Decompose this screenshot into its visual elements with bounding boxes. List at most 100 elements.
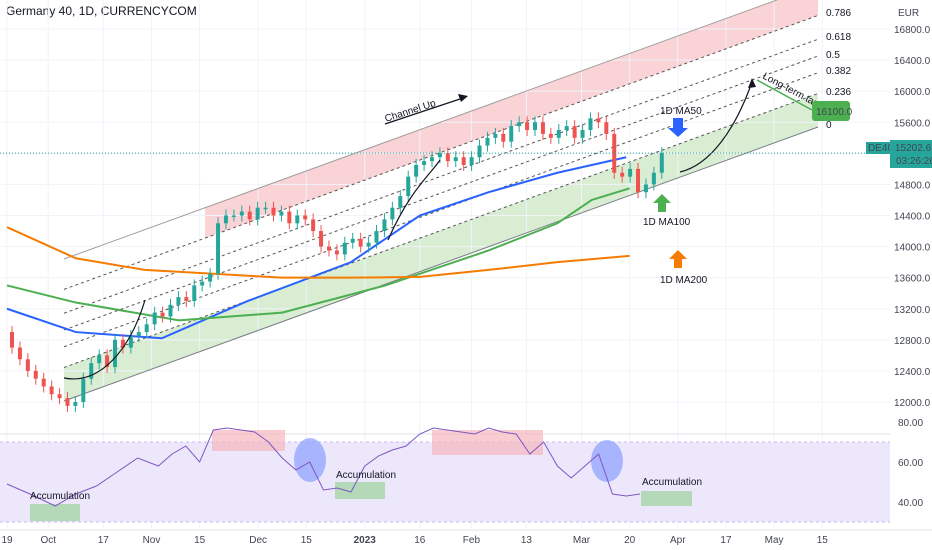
fib-level-line [63,55,819,331]
candle-body [398,196,403,208]
countdown-label: 03:26:26 [896,156,932,167]
channel-label: Channel Up [384,98,438,125]
candle-body [509,126,514,142]
y-tick-label: 16800.0 [894,25,931,36]
x-tick-label: May [765,535,784,546]
candle-body [255,207,260,220]
candle-body [342,242,347,255]
candle-body [319,231,324,247]
candle-body [105,355,110,368]
candle-body [422,161,427,165]
price-axis[interactable] [890,0,932,550]
rsi-highlight-circle [591,440,623,482]
candle-body [517,122,522,127]
candle-body [41,378,46,387]
x-tick-label: Mar [573,535,591,546]
candle-body [493,133,498,138]
candle-body [89,363,94,379]
fib-level-label: 0.236 [826,87,851,98]
candle-body [57,394,62,399]
candle-body [73,402,78,406]
x-tick-label: 15 [194,535,206,546]
x-tick-label: 20 [624,535,636,546]
candle-body [572,126,577,138]
candle-body [469,157,474,165]
candle-body [303,215,308,220]
rsi-accumulation-zone [641,491,692,506]
candle-body [477,145,482,158]
x-tick-label: Oct [40,535,56,546]
y-tick-label: 14800.0 [894,180,931,191]
y-tick-label: 13600.0 [894,274,931,285]
candle-body [231,215,236,217]
candle-body [247,211,252,220]
x-tick-label: 15 [301,535,313,546]
ma200-arrow [669,250,687,268]
accumulation-label: Accumulation [642,477,702,488]
fib-level-label: 0.382 [826,66,851,77]
ma200-annotation: 1D MA200 [660,275,708,286]
chart-title: Germany 40, 1D, CURRENCYCOM [6,4,197,18]
rsi-overbought-zone [432,430,543,455]
candle-body [556,130,561,138]
x-tick-label: 17 [98,535,110,546]
target-price-box [812,101,850,121]
fib-top-zone [205,0,818,239]
price-label: 15202.6 [895,143,932,154]
candle-body [612,133,617,173]
candle-body [350,238,355,243]
rsi-line [6,427,641,507]
candle-body [192,285,197,301]
candle-body [49,386,54,395]
fib-level-line [63,38,819,314]
x-tick-label: 15 [817,535,829,546]
projection-curve [387,159,441,241]
candle-body [160,312,165,317]
rsi-overbought-zone [212,430,285,451]
price-tag [890,140,932,168]
accumulation-label: Accumulation [336,470,396,481]
currency-label: EUR [898,8,919,19]
y-tick-label: 15600.0 [894,118,931,129]
candle-body [485,137,490,146]
candle-body [271,207,276,216]
projection-curve [679,81,753,173]
x-tick-label: 13 [521,535,533,546]
rsi-accumulation-zone [335,482,385,499]
candle-body [374,231,379,243]
y-tick-label: 16400.0 [894,56,931,67]
candle-body [152,312,157,325]
ma100-annotation: 1D MA100 [643,217,691,228]
candle-body [33,370,38,379]
candle-body [200,281,205,286]
x-tick-label: Dec [249,535,267,546]
candle-body [659,153,664,173]
candle-body [10,332,14,348]
rsi-highlight-circle [294,438,326,482]
candle-body [239,211,244,216]
candle-body [287,211,292,224]
rsi-tick-label: 40.00 [898,498,923,509]
candle-body [184,297,189,301]
y-tick-label: 14000.0 [894,243,931,254]
candle-body [390,207,395,220]
series-line-1d-ma50 [6,156,627,340]
y-tick-label: 13200.0 [894,305,931,316]
x-tick-label: 19 [1,535,13,546]
fib-level-label: 0.5 [826,50,840,61]
channel-arrow [384,96,467,125]
candle-body [461,157,466,165]
candle-body [366,242,371,247]
candle-body [382,219,387,232]
candle-body [604,122,609,134]
ma50-annotation: 1D MA50 [660,106,702,117]
target-line [756,79,813,111]
candle-body [334,250,339,255]
candle-body [533,122,538,131]
channel-top-line [63,0,779,260]
candle-body [540,122,545,134]
fib-level-label: 0 [826,120,832,131]
candle-body [588,118,593,131]
candle-body [97,355,102,364]
